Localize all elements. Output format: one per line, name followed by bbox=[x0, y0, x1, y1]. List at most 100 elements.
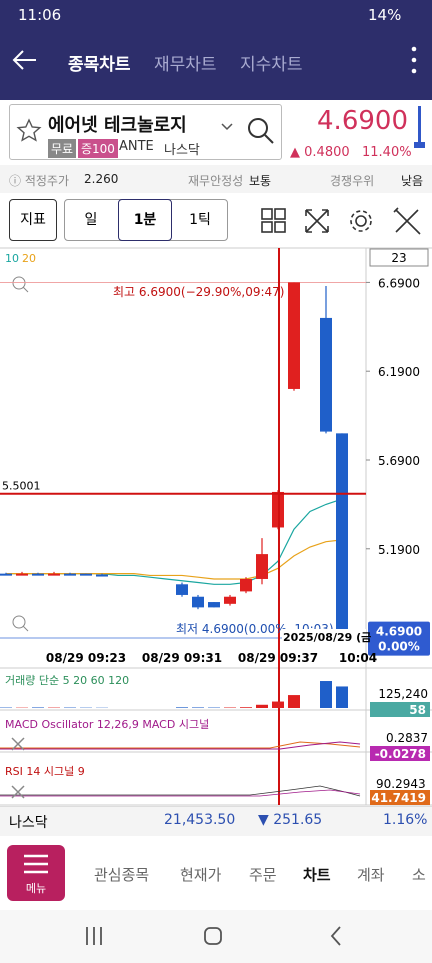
nav-item[interactable]: 계좌 bbox=[357, 866, 385, 884]
count-label: 23 bbox=[391, 251, 406, 265]
panel-box bbox=[370, 790, 430, 805]
tag: 증100 bbox=[78, 139, 118, 158]
nav-item[interactable]: 소 bbox=[412, 866, 426, 884]
candle-body bbox=[176, 584, 188, 595]
volume-bar bbox=[256, 704, 268, 708]
chart: 10 20 23 6.6900 6.1900 5.6900 5.1900 5.5001 최고 6… bbox=[0, 247, 432, 806]
macd-line bbox=[0, 741, 361, 750]
nav-item[interactable]: 현재가 bbox=[180, 866, 222, 884]
tab[interactable]: 종목차트 bbox=[68, 55, 131, 75]
change-pct: 11.40% bbox=[362, 145, 412, 160]
panel-box-label: 58 bbox=[409, 703, 426, 717]
price: 4.6900 bbox=[317, 106, 408, 136]
volume-bar bbox=[272, 701, 284, 708]
period-button[interactable]: 일 bbox=[84, 212, 98, 228]
status-battery: 14% bbox=[368, 6, 402, 24]
ticker-bar bbox=[0, 806, 432, 836]
status-time: 11:06 bbox=[18, 6, 62, 24]
panel-box-label: 41.7419 bbox=[371, 791, 426, 805]
panel-box-label: -0.0278 bbox=[375, 747, 426, 761]
close-icon bbox=[11, 785, 25, 799]
info-label: 경쟁우위 bbox=[330, 174, 375, 188]
top-bar bbox=[0, 0, 432, 100]
candle-body bbox=[0, 573, 12, 576]
candle-body bbox=[16, 573, 28, 576]
ma-line bbox=[6, 539, 343, 580]
info-bar bbox=[0, 165, 432, 193]
info-label: ⓘ 적정주가 bbox=[9, 174, 69, 188]
system-nav bbox=[0, 910, 432, 963]
zoom-icon bbox=[12, 276, 26, 290]
y-tick-label: 5.1900 bbox=[378, 543, 420, 557]
back-button[interactable] bbox=[10, 46, 40, 74]
volume-bar bbox=[320, 681, 332, 708]
close-icon bbox=[11, 737, 25, 751]
search-icon[interactable] bbox=[246, 116, 276, 146]
candle-body bbox=[256, 554, 268, 579]
menu-label: 메뉴 bbox=[25, 882, 47, 895]
info-value: 보통 bbox=[249, 174, 272, 188]
code: 나스닥 bbox=[164, 143, 200, 158]
ticker-change: ▼ 251.65 bbox=[258, 812, 323, 828]
ticker-change-value: 251.65 bbox=[273, 812, 323, 828]
x-tick-label: 08/29 09:31 bbox=[142, 651, 222, 665]
tab[interactable]: 재무차트 bbox=[154, 55, 217, 75]
panel-title: RSI 14 시그널 9 bbox=[5, 765, 85, 778]
info-label-text: 적정주가 bbox=[24, 174, 69, 188]
tab[interactable]: 지수차트 bbox=[240, 55, 303, 75]
y-tick-label: 6.6900 bbox=[378, 276, 420, 290]
change-value: 0.4800 bbox=[304, 145, 350, 160]
menu-icon bbox=[24, 854, 48, 874]
y-tick-label: 5.6900 bbox=[378, 454, 420, 468]
price-box-pct: 0.00% bbox=[378, 640, 420, 654]
ticker-value: 21,453.50 bbox=[164, 812, 236, 828]
candle-body bbox=[224, 596, 236, 604]
ma-line bbox=[6, 498, 343, 585]
x-tick-label: 08/29 09:37 bbox=[238, 651, 318, 665]
candle-body bbox=[320, 317, 332, 432]
count-box bbox=[369, 248, 429, 267]
ticker-pct: 1.16% bbox=[383, 812, 428, 828]
zoom-icon bbox=[22, 625, 29, 632]
crosshair-label: 2025/08/29 (금 bbox=[283, 631, 371, 644]
ticker-name: 나스닥 bbox=[9, 815, 48, 831]
panel-label: 0.2837 bbox=[386, 731, 428, 745]
nav-item[interactable]: 차트 bbox=[303, 866, 331, 884]
indicator-button[interactable]: 지표 bbox=[9, 199, 57, 241]
crosshair-label-bg bbox=[282, 629, 366, 643]
high-note: 최고 6.6900(−29.90%,09:47) bbox=[113, 285, 284, 299]
volume-bar bbox=[288, 695, 300, 708]
rsi-line bbox=[0, 789, 361, 797]
star-icon[interactable] bbox=[16, 118, 42, 144]
code: ANTE bbox=[119, 139, 154, 154]
zoom-icon bbox=[22, 286, 29, 293]
nav-item[interactable]: 주문 bbox=[249, 866, 277, 884]
info-value: 2.260 bbox=[84, 172, 119, 186]
panel-title: 거래량 단순 5 20 60 120 bbox=[5, 674, 129, 687]
nav-item[interactable]: 관심종목 bbox=[94, 866, 150, 884]
legend: 20 bbox=[22, 252, 36, 265]
tag: 무료 bbox=[48, 139, 77, 158]
period-button[interactable]: 1틱 bbox=[189, 212, 211, 228]
candle-body bbox=[336, 433, 348, 638]
volume-bar bbox=[240, 707, 252, 708]
price-box bbox=[368, 621, 430, 656]
toolbar-icons[interactable] bbox=[258, 206, 424, 236]
stock-box[interactable] bbox=[9, 104, 282, 160]
panel-title: MACD Oscillator 12,26,9 MACD 시그널 bbox=[5, 718, 209, 731]
ref-label: 5.5001 bbox=[2, 480, 41, 493]
candle-body bbox=[240, 578, 252, 592]
period-button[interactable]: 1분 bbox=[118, 199, 172, 241]
system-buttons[interactable] bbox=[80, 924, 360, 948]
legend: 10 bbox=[5, 252, 19, 265]
price-gauge bbox=[418, 106, 421, 146]
candle-body bbox=[208, 602, 220, 608]
volume-bar bbox=[176, 707, 188, 708]
zoom-icon bbox=[12, 615, 26, 629]
dropdown-icon[interactable] bbox=[220, 122, 234, 132]
more-menu[interactable] bbox=[408, 44, 420, 76]
panel-box bbox=[370, 702, 430, 717]
volume-bar bbox=[192, 707, 204, 708]
price-box-label: 4.6900 bbox=[376, 625, 422, 639]
x-tick-label: 10:04 bbox=[339, 651, 377, 665]
